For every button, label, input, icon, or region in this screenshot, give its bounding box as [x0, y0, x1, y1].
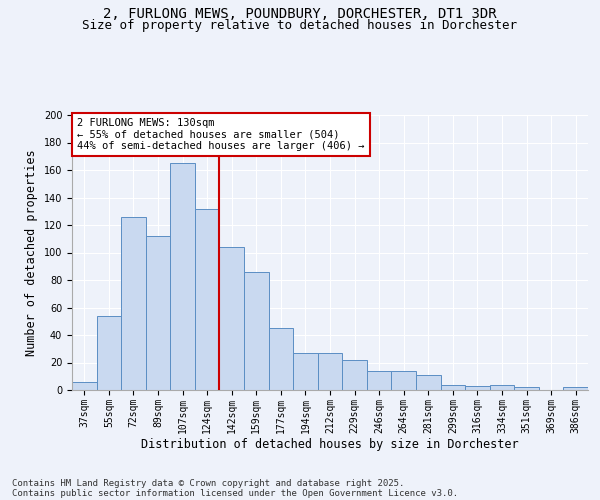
Text: 2, FURLONG MEWS, POUNDBURY, DORCHESTER, DT1 3DR: 2, FURLONG MEWS, POUNDBURY, DORCHESTER, … — [103, 8, 497, 22]
X-axis label: Distribution of detached houses by size in Dorchester: Distribution of detached houses by size … — [141, 438, 519, 452]
Y-axis label: Number of detached properties: Number of detached properties — [25, 149, 38, 356]
Bar — [97, 316, 121, 390]
Bar — [220, 247, 244, 390]
Text: Size of property relative to detached houses in Dorchester: Size of property relative to detached ho… — [83, 19, 517, 32]
Bar — [514, 387, 539, 390]
Bar — [170, 163, 195, 390]
Bar — [121, 217, 146, 390]
Bar — [490, 384, 514, 390]
Bar — [244, 272, 269, 390]
Bar — [318, 353, 342, 390]
Bar — [342, 360, 367, 390]
Bar — [465, 386, 490, 390]
Bar — [440, 384, 465, 390]
Bar — [391, 371, 416, 390]
Bar — [416, 375, 440, 390]
Bar — [146, 236, 170, 390]
Bar — [563, 387, 588, 390]
Bar — [367, 371, 391, 390]
Text: Contains HM Land Registry data © Crown copyright and database right 2025.: Contains HM Land Registry data © Crown c… — [12, 478, 404, 488]
Bar — [269, 328, 293, 390]
Bar — [293, 353, 318, 390]
Bar — [195, 208, 220, 390]
Text: 2 FURLONG MEWS: 130sqm
← 55% of detached houses are smaller (504)
44% of semi-de: 2 FURLONG MEWS: 130sqm ← 55% of detached… — [77, 118, 365, 151]
Bar — [72, 382, 97, 390]
Text: Contains public sector information licensed under the Open Government Licence v3: Contains public sector information licen… — [12, 488, 458, 498]
